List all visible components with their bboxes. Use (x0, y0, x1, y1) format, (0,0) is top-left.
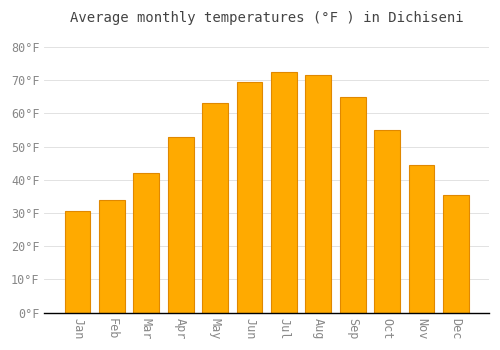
Bar (443, 195, 468, 313)
Title: Average monthly temperatures (°F ) in Dichiseni: Average monthly temperatures (°F ) in Di… (70, 11, 464, 25)
Bar (408, 165, 434, 313)
Bar (168, 137, 194, 313)
Bar (99, 200, 125, 313)
Bar (374, 130, 400, 313)
Bar (202, 104, 228, 313)
Bar (236, 82, 262, 313)
Bar (64, 211, 90, 313)
Bar (306, 75, 331, 313)
Bar (134, 173, 159, 313)
Bar (271, 72, 297, 313)
Bar (340, 97, 365, 313)
